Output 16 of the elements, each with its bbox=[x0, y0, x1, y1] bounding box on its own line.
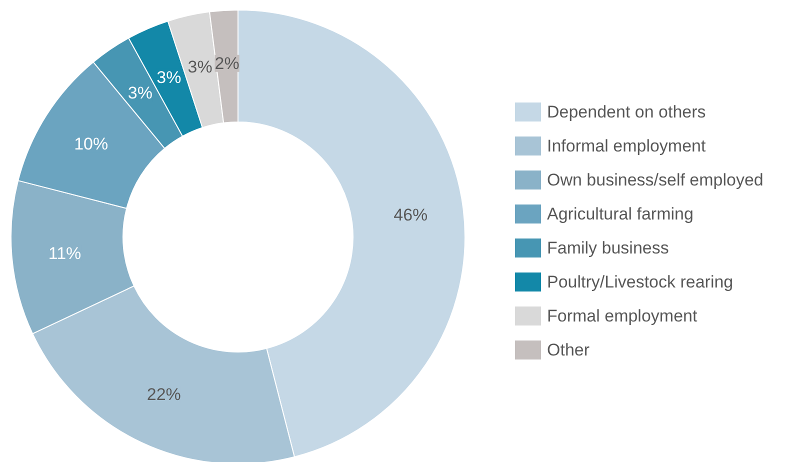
data-label: 11% bbox=[48, 244, 82, 263]
data-label: 46% bbox=[394, 206, 428, 225]
data-label: 10% bbox=[74, 134, 108, 154]
legend-label: Dependent on others bbox=[547, 102, 706, 122]
data-label: 3% bbox=[156, 68, 182, 87]
legend-label: Other bbox=[547, 340, 590, 360]
legend-label: Agricultural farming bbox=[547, 204, 694, 224]
legend-label: Own business/self employed bbox=[547, 170, 764, 190]
legend-label: Formal employment bbox=[547, 306, 698, 326]
data-label: 3% bbox=[128, 84, 152, 103]
data-label: 3% bbox=[188, 58, 212, 77]
data-label: 2% bbox=[214, 54, 240, 73]
legend-label: Poultry/Livestock rearing bbox=[547, 272, 734, 292]
legend-label: Informal employment bbox=[547, 136, 706, 156]
legend-label: Family business bbox=[547, 238, 669, 258]
data-label: 22% bbox=[146, 384, 181, 404]
